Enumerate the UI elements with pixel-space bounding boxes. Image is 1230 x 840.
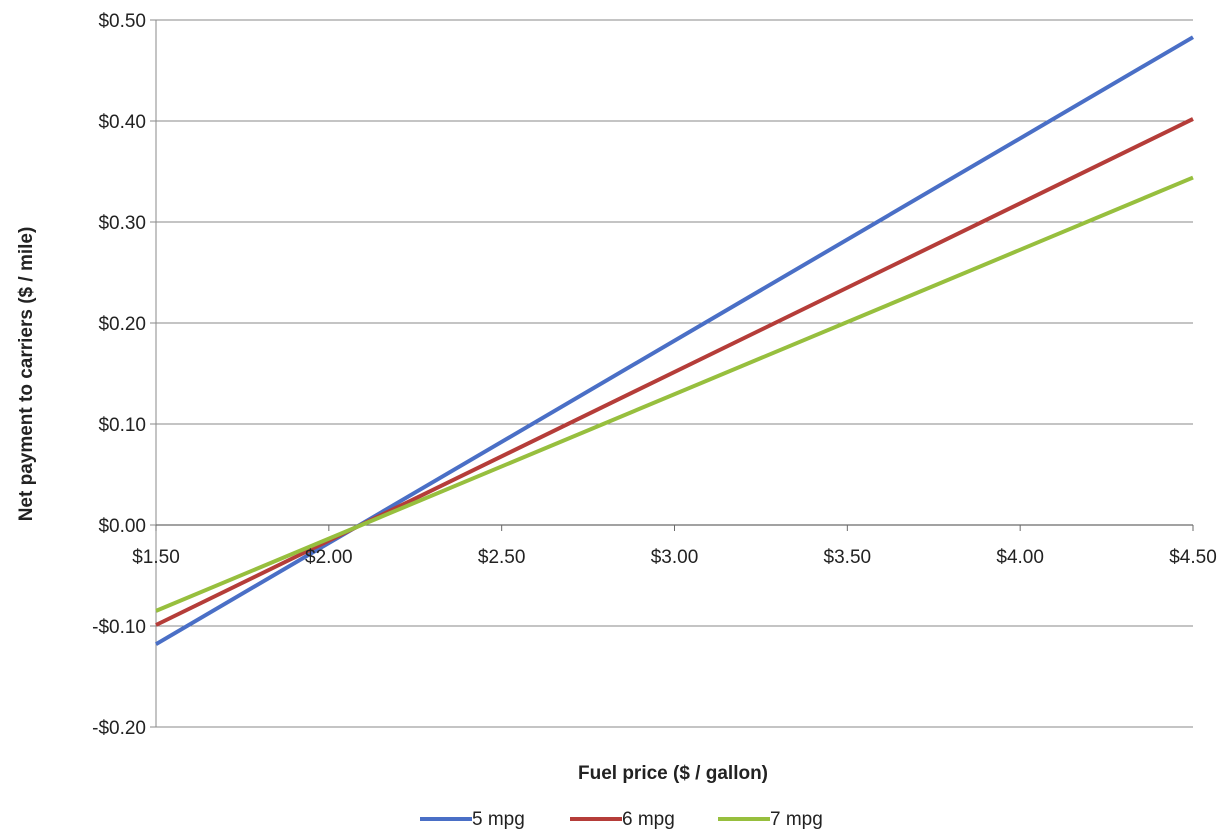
y-tick-label: $0.10 xyxy=(98,415,146,436)
legend-label: 6 mpg xyxy=(622,809,675,830)
x-tick-label: $1.50 xyxy=(132,547,180,568)
series-lines xyxy=(154,35,1195,646)
x-tick-label: $4.50 xyxy=(1169,547,1217,568)
x-tick-label: $3.50 xyxy=(824,547,872,568)
series-line-5-mpg xyxy=(154,35,1195,646)
y-tick-label: $0.40 xyxy=(98,112,146,133)
y-tick-label: $0.50 xyxy=(98,11,146,32)
legend-label: 5 mpg xyxy=(472,809,525,830)
y-tick-label: $0.30 xyxy=(98,213,146,234)
y-tick-label: -$0.20 xyxy=(92,718,146,739)
tick-labels: -$0.20 -$0.10 $0.00 $0.10 $0.20 $0.30 $0.40 $0.… xyxy=(92,11,1217,739)
x-tick-label: $2.00 xyxy=(305,547,353,568)
legend-entry: 5 mpg xyxy=(420,809,525,830)
x-tick-label: $3.00 xyxy=(651,547,699,568)
legend-entry: 7 mpg xyxy=(718,809,823,830)
y-tick-label: $0.00 xyxy=(98,516,146,537)
legend-label: 7 mpg xyxy=(770,809,823,830)
x-axis-title: Fuel price ($ / gallon) xyxy=(578,763,768,784)
y-axis-title: Net payment to carriers ($ / mile) xyxy=(16,227,37,522)
legend-entry: 6 mpg xyxy=(570,809,675,830)
series-line-7-mpg xyxy=(155,175,1194,613)
x-tick-label: $2.50 xyxy=(478,547,526,568)
x-tick-label: $4.00 xyxy=(996,547,1044,568)
legend: 5 mpg 6 mpg 7 mpg xyxy=(420,809,823,830)
y-tick-label: -$0.10 xyxy=(92,617,146,638)
y-tick-label: $0.20 xyxy=(98,314,146,335)
